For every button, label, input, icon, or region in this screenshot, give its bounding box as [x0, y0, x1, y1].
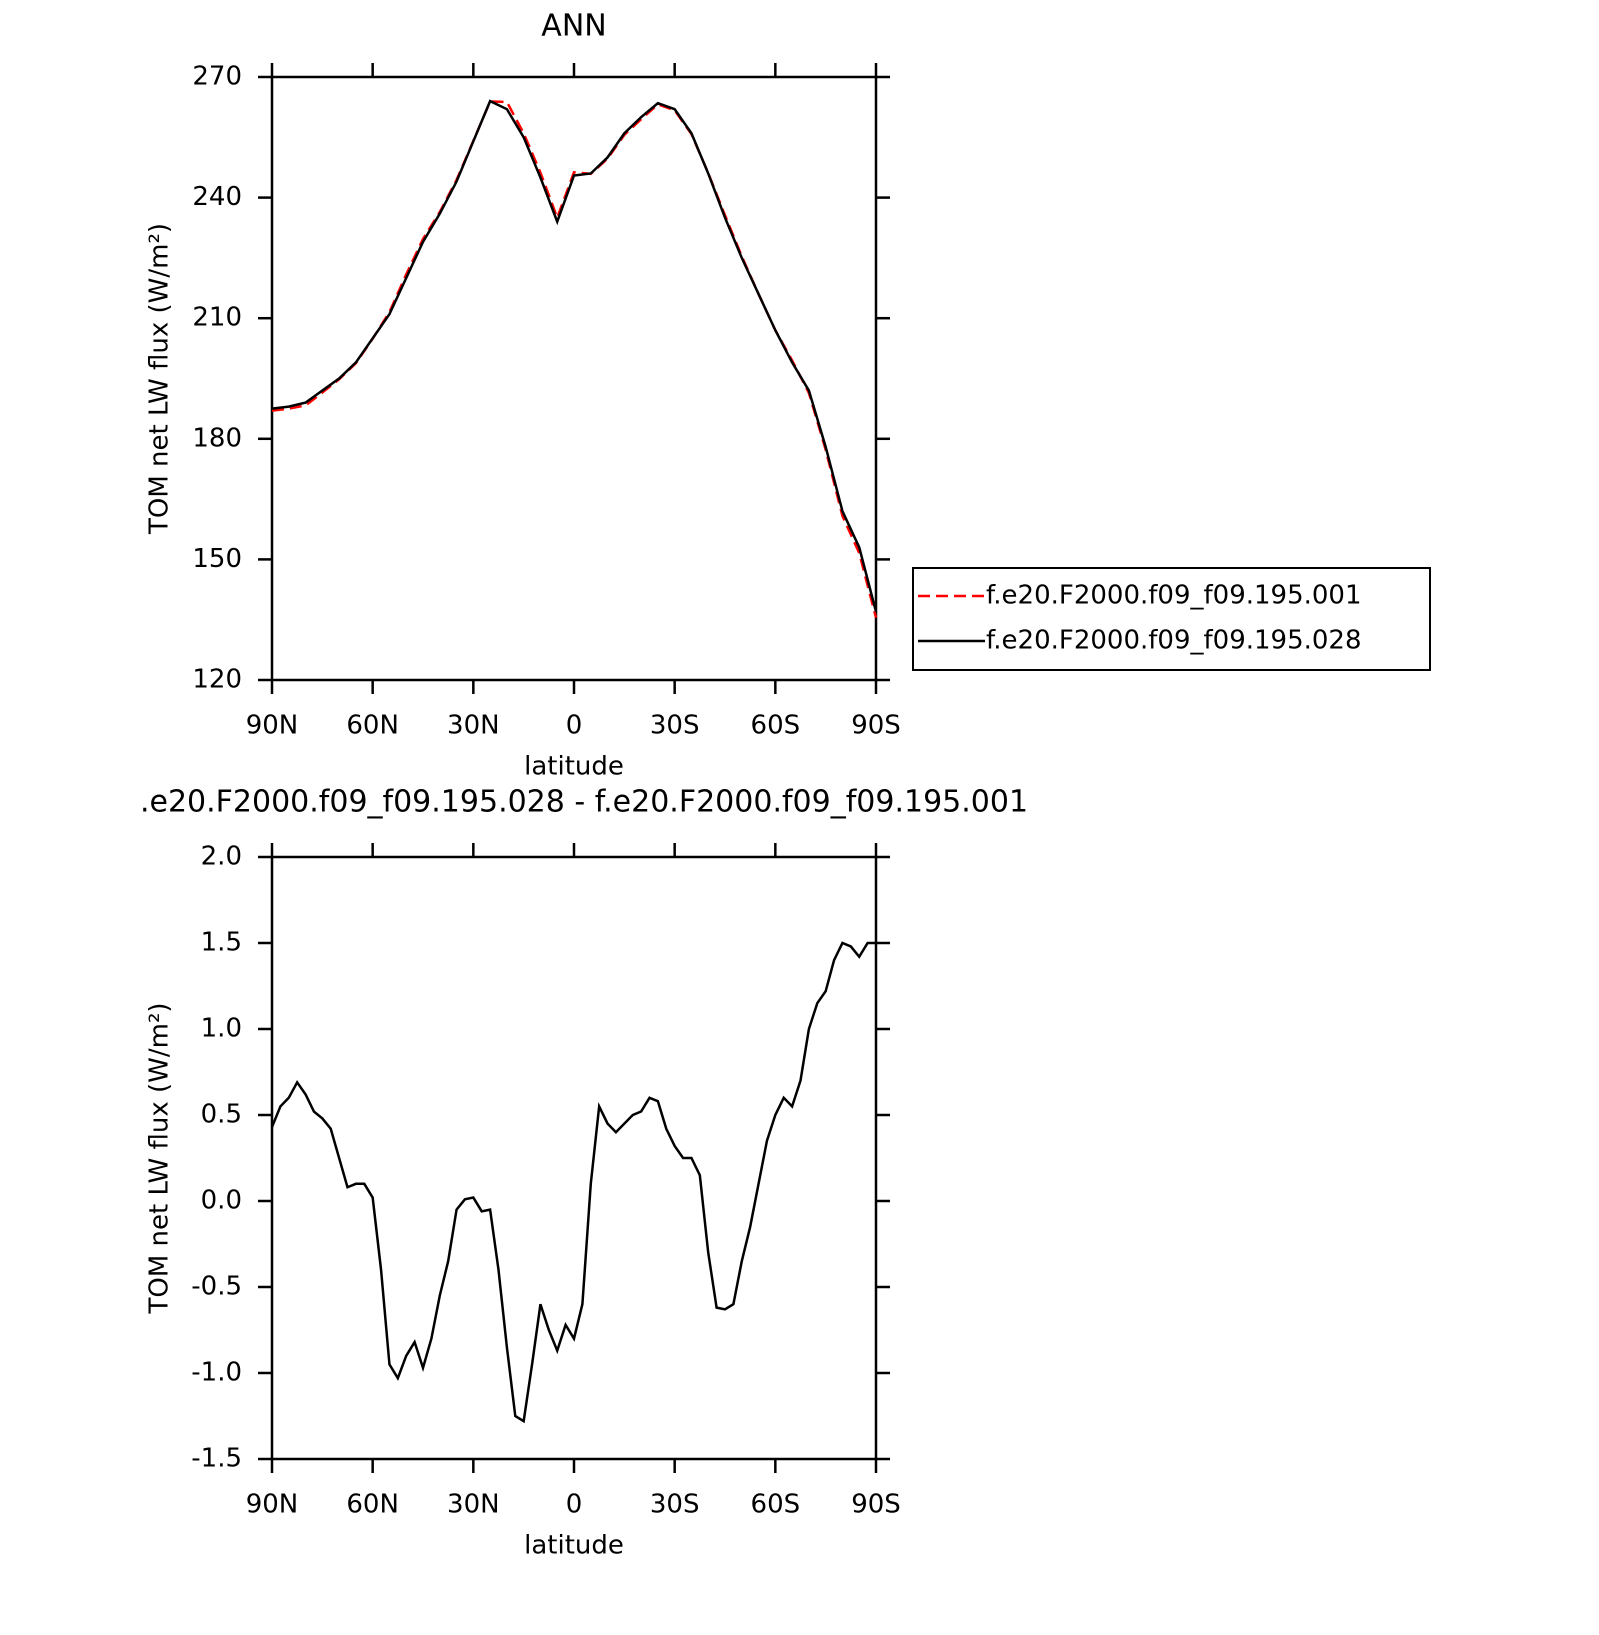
y-tick-label: 120 — [192, 665, 242, 695]
x-tick-label: 90S — [851, 711, 901, 741]
y-tick-label: -1.0 — [191, 1358, 242, 1388]
data-line — [270, 941, 876, 1424]
legend-box — [912, 567, 1431, 671]
x-tick-label: 0 — [566, 711, 583, 741]
y-axis-label: TOM net LW flux (W/m²) — [145, 223, 175, 535]
data-line — [271, 99, 878, 612]
legend-label: f.e20.F2000.f09_f09.195.001 — [986, 581, 1362, 611]
y-axis-label: TOM net LW flux (W/m²) — [145, 1002, 175, 1314]
plot-frame — [270, 75, 878, 682]
x-axis-label: latitude — [524, 1531, 624, 1561]
y-tick-label: 240 — [192, 182, 242, 212]
x-tick-label: 60N — [346, 711, 399, 741]
plot-frame — [270, 855, 878, 1461]
y-tick-label: 1.5 — [201, 928, 242, 958]
x-tick-label: 0 — [566, 1490, 583, 1520]
y-tick-label: 180 — [192, 423, 242, 453]
x-tick-label: 60N — [346, 1490, 399, 1520]
y-tick-label: 1.0 — [201, 1014, 242, 1044]
x-tick-label: 30N — [447, 711, 500, 741]
x-tick-label: 30S — [650, 1490, 700, 1520]
x-tick-label: 60S — [751, 1490, 801, 1520]
y-tick-label: 210 — [192, 303, 242, 333]
y-tick-label: 0.5 — [201, 1100, 242, 1130]
x-tick-label: 60S — [751, 711, 801, 741]
x-tick-label: 30S — [650, 711, 700, 741]
y-tick-label: 0.0 — [201, 1186, 242, 1216]
x-axis-label: latitude — [524, 752, 624, 782]
chart-title: ANN — [541, 9, 606, 44]
y-tick-label: 270 — [192, 62, 242, 92]
x-tick-label: 90N — [246, 1490, 299, 1520]
x-tick-label: 90N — [246, 711, 299, 741]
x-tick-label: 90S — [851, 1490, 901, 1520]
y-tick-label: 150 — [192, 544, 242, 574]
y-tick-label: -1.5 — [191, 1444, 242, 1474]
chart-title: .e20.F2000.f09_f09.195.028 - f.e20.F2000… — [140, 785, 1028, 820]
x-tick-label: 30N — [447, 1490, 500, 1520]
legend-label: f.e20.F2000.f09_f09.195.028 — [986, 626, 1362, 656]
y-tick-label: -0.5 — [191, 1272, 242, 1302]
y-tick-label: 2.0 — [201, 842, 242, 872]
